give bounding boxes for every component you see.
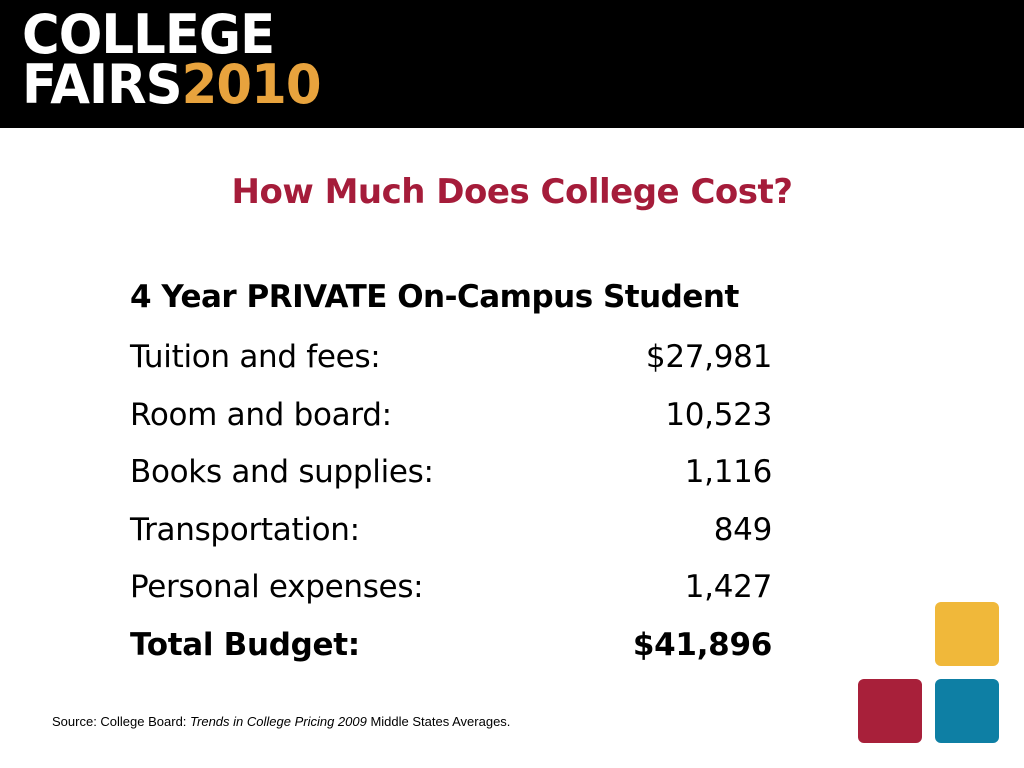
logo-year-text: 2010	[181, 53, 322, 116]
source-suffix: Middle States Averages.	[366, 714, 511, 729]
cost-value: 10,523	[665, 396, 772, 433]
cost-label: Personal expenses:	[130, 569, 424, 605]
cost-label: Tuition and fees:	[130, 339, 381, 375]
source-citation: Source: College Board: Trends in College…	[52, 714, 510, 729]
cost-row-transportation: Transportation: 849	[130, 502, 780, 560]
cost-row-total: Total Budget: $41,896	[130, 617, 780, 675]
table-heading: 4 Year PRIVATE On-Campus Student	[130, 279, 739, 315]
cost-row-tuition: Tuition and fees: $27,981	[130, 329, 780, 387]
cost-value: 1,427	[684, 569, 773, 605]
source-prefix: Source: College Board:	[52, 714, 191, 729]
cost-value: 849	[713, 511, 773, 548]
cost-label: Room and board:	[130, 396, 392, 433]
decorative-square-red	[858, 679, 922, 743]
cost-row-books: Books and supplies: 1,116	[130, 444, 780, 502]
decorative-square-blue	[935, 679, 999, 743]
slide-title: How Much Does College Cost?	[231, 172, 793, 212]
logo-line-fairs: FAIRS2010	[22, 58, 322, 112]
decorative-square-yellow	[935, 602, 999, 666]
logo-fairs-text: FAIRS	[22, 53, 183, 116]
cost-label: Transportation:	[130, 511, 360, 548]
college-fairs-logo: COLLEGE FAIRS2010	[22, 3, 336, 112]
cost-row-room-board: Room and board: 10,523	[130, 387, 780, 445]
cost-label: Books and supplies:	[130, 454, 434, 490]
source-publication: Trends in College Pricing 2009	[190, 714, 367, 729]
cost-value: $27,981	[645, 339, 772, 375]
logo-line-college: COLLEGE	[22, 3, 275, 66]
total-label: Total Budget:	[130, 626, 360, 663]
header-band: COLLEGE FAIRS2010	[0, 0, 1024, 128]
total-value: $41,896	[632, 626, 772, 663]
cost-row-personal: Personal expenses: 1,427	[130, 559, 780, 617]
cost-table: 4 Year PRIVATE On-Campus Student Tuition…	[130, 272, 780, 674]
cost-value: 1,116	[684, 454, 773, 490]
